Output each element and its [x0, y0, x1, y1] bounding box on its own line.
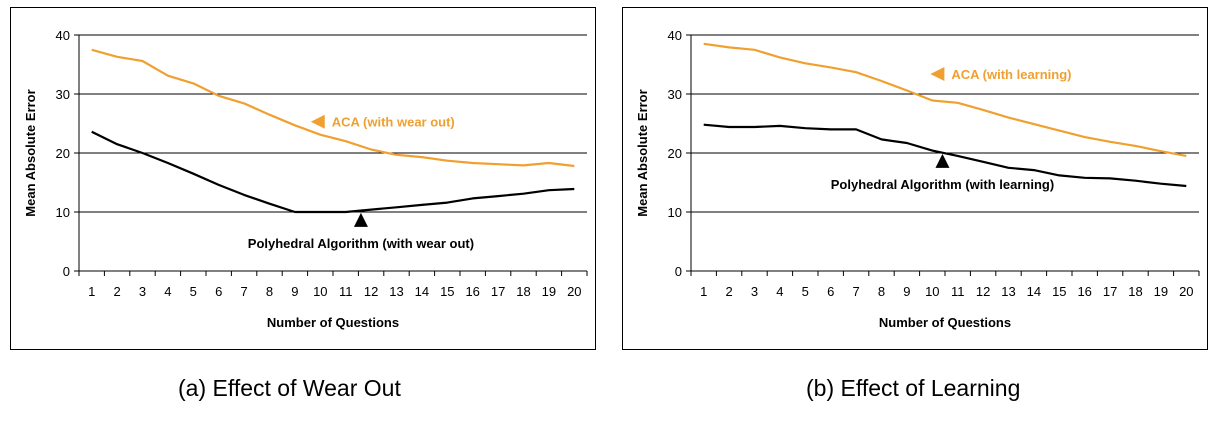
y-tick-label: 0: [63, 264, 70, 279]
y-tick-label: 30: [668, 87, 682, 102]
x-tick-label: 8: [878, 284, 885, 299]
x-tick-label: 14: [1027, 284, 1041, 299]
y-tick-label: 40: [56, 28, 70, 43]
x-tick-label: 10: [925, 284, 939, 299]
y-tick-label: 0: [675, 264, 682, 279]
y-tick-label: 20: [668, 146, 682, 161]
x-tick-label: 15: [440, 284, 454, 299]
x-axis-title: Number of Questions: [879, 315, 1011, 330]
caption-wear-out: (a) Effect of Wear Out: [178, 375, 401, 401]
x-tick-label: 4: [164, 284, 171, 299]
series-line-polyhedral: [703, 123, 1187, 188]
x-tick-label: 12: [364, 284, 378, 299]
y-axis-title: Mean Absolute Error: [23, 89, 38, 216]
annotation-label-polyhedral: Polyhedral Algorithm (with wear out): [248, 236, 474, 251]
x-tick-label: 4: [776, 284, 783, 299]
series-line-aca: [703, 42, 1187, 157]
annotation-marker-left-triangle-icon: [930, 66, 945, 81]
x-tick-label: 20: [1179, 284, 1193, 299]
x-tick-label: 20: [567, 284, 581, 299]
y-tick-label: 10: [668, 205, 682, 220]
x-tick-label: 16: [465, 284, 479, 299]
chart-panel-wear-out: 0 10 20 30 40 1 2 3 4 5 6 7 8 9 10 11 12 13 14 15 16 17 18 19 20…: [10, 7, 596, 350]
x-tick-label: 13: [389, 284, 403, 299]
x-tick-label: 6: [215, 284, 222, 299]
x-tick-label: 2: [725, 284, 732, 299]
x-tick-label: 12: [976, 284, 990, 299]
x-tick-label: 1: [88, 284, 95, 299]
x-tick-label: 19: [1154, 284, 1168, 299]
x-tick-label: 3: [751, 284, 758, 299]
y-tick-label: 40: [668, 28, 682, 43]
caption-learning: (b) Effect of Learning: [806, 375, 1021, 401]
x-tick-label: 9: [291, 284, 298, 299]
annotation-label-aca: ACA (with learning): [951, 67, 1071, 82]
chart-panel-learning: 0 10 20 30 40 1 2 3 4 5 6 7 8 9 10 11 12 13 14 15 16 17 18 19 20…: [622, 7, 1208, 350]
x-tick-label: 7: [852, 284, 859, 299]
x-tick-label: 5: [802, 284, 809, 299]
x-tick-label: 9: [903, 284, 910, 299]
annotation-marker-up-triangle-icon: [935, 153, 950, 168]
x-tick-label: 14: [415, 284, 429, 299]
x-tick-label: 6: [827, 284, 834, 299]
y-tick-label: 20: [56, 146, 70, 161]
x-tick-label: 10: [313, 284, 327, 299]
x-tick-label: 18: [516, 284, 530, 299]
x-tick-label: 3: [139, 284, 146, 299]
x-tick-label: 1: [700, 284, 707, 299]
x-tick-label: 18: [1128, 284, 1142, 299]
y-tick-label: 10: [56, 205, 70, 220]
annotation-marker-up-triangle-icon: [353, 212, 368, 227]
x-tick-label: 5: [190, 284, 197, 299]
x-tick-label: 19: [542, 284, 556, 299]
x-tick-label: 17: [491, 284, 505, 299]
series-line-polyhedral: [91, 130, 575, 214]
x-tick-label: 2: [113, 284, 120, 299]
x-tick-label: 15: [1052, 284, 1066, 299]
x-tick-label: 17: [1103, 284, 1117, 299]
x-tick-label: 13: [1001, 284, 1015, 299]
x-axis-title: Number of Questions: [267, 315, 399, 330]
y-axis-title: Mean Absolute Error: [635, 89, 650, 216]
x-tick-label: 11: [339, 284, 353, 299]
y-tick-label: 30: [56, 87, 70, 102]
x-tick-label: 16: [1077, 284, 1091, 299]
x-tick-label: 8: [266, 284, 273, 299]
annotation-marker-left-triangle-icon: [310, 114, 325, 129]
series-line-aca: [91, 48, 575, 168]
annotation-label-aca: ACA (with wear out): [332, 115, 455, 130]
x-tick-label: 11: [951, 284, 965, 299]
annotation-label-polyhedral: Polyhedral Algorithm (with learning): [831, 177, 1054, 192]
x-tick-label: 7: [240, 284, 247, 299]
